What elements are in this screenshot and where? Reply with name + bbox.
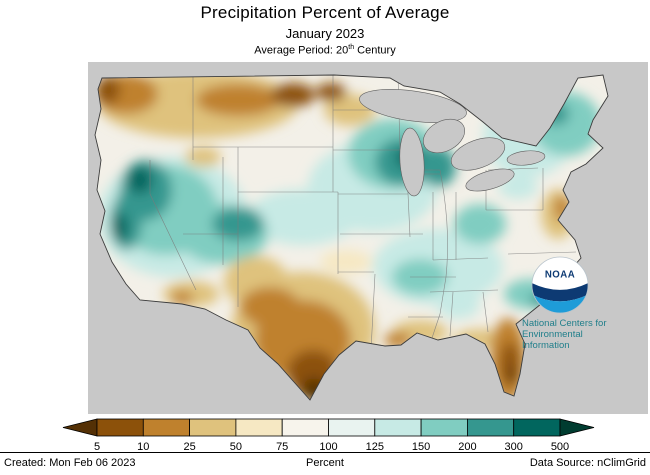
noaa-logo-icon: NOAA [531, 256, 589, 314]
svg-text:300: 300 [505, 441, 523, 453]
lake-huron [423, 118, 465, 154]
ncei-name-line-2: Environmental [522, 329, 583, 340]
great-lakes [359, 89, 546, 197]
svg-text:5: 5 [94, 441, 100, 453]
data-source-label: Data Source: nClimGrid [529, 457, 646, 469]
ncei-name-line-3: Information [522, 340, 570, 351]
colorbar-svg: 5 10 25 50 75 100 125 150 200 300 500 [62, 418, 595, 453]
svg-text:50: 50 [230, 441, 242, 453]
page-title: Precipitation Percent of Average [200, 3, 450, 22]
created-date-label: Created: Mon Feb 06 2023 [4, 457, 136, 469]
noaa-logo-text: NOAA [545, 269, 575, 280]
map-panel: NOAA National Centers for Environmental … [88, 62, 648, 414]
svg-text:150: 150 [412, 441, 430, 453]
unit-label: Percent [306, 457, 344, 469]
footer-divider [0, 452, 650, 453]
ncei-name-line-1: National Centers for [522, 318, 607, 329]
page-subtitle: January 2023 [285, 26, 365, 41]
svg-text:125: 125 [366, 441, 384, 453]
svg-text:100: 100 [319, 441, 337, 453]
lake-michigan [399, 127, 425, 197]
svg-text:75: 75 [276, 441, 288, 453]
svg-text:500: 500 [551, 441, 569, 453]
us-outline [94, 74, 609, 401]
svg-text:200: 200 [458, 441, 476, 453]
lake-ontario [506, 150, 546, 166]
svg-text:25: 25 [183, 441, 195, 453]
lake-erie [465, 168, 515, 192]
ncei-branding: NOAA National Centers for Environmental … [506, 256, 636, 351]
color-scale-legend: 5 10 25 50 75 100 125 150 200 300 500 [0, 417, 650, 455]
us-precipitation-map [88, 62, 648, 414]
average-period-label: Average Period: 20th Century [254, 44, 396, 57]
svg-text:10: 10 [137, 441, 149, 453]
ontario-peninsula [450, 137, 506, 171]
ncei-name: National Centers for Environmental Infor… [506, 318, 636, 351]
lake-superior [359, 89, 467, 123]
